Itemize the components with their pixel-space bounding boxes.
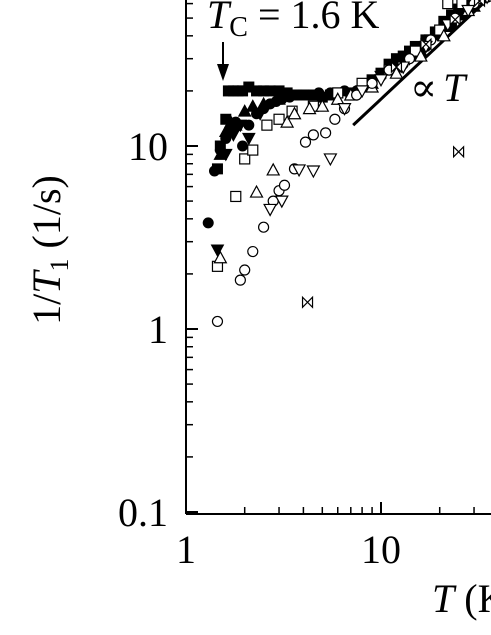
- data-point-open-circle: [320, 127, 332, 139]
- x-axis-label-var: T: [432, 576, 457, 621]
- data-point-open-circle: [366, 77, 378, 89]
- data-point-open-circle: [211, 315, 224, 328]
- data-point-open-square: [247, 144, 259, 156]
- x-tick-label: 1: [176, 527, 196, 572]
- data-point-open-triangle-up: [249, 184, 264, 198]
- data-point-open-triangle-down: [274, 195, 289, 209]
- y-tick-label: 0.1: [118, 490, 168, 535]
- y-axis-label-unit: (1/s): [24, 175, 69, 258]
- data-point-open-square: [261, 119, 273, 131]
- tc-annotation: TC = 1.6 K: [207, 0, 379, 43]
- data-point-open-square: [230, 190, 242, 203]
- data-point-open-triangle-up: [302, 101, 317, 115]
- y-axis-label-sub: 1: [45, 258, 74, 271]
- data-point-open-triangle-down: [373, 74, 389, 88]
- data-point-open-triangle-up: [213, 250, 228, 264]
- data-point-bowtie: [301, 295, 314, 309]
- data-points: [202, 0, 491, 328]
- data-point-open-triangle-down: [355, 85, 370, 99]
- data-point-open-triangle-up: [413, 48, 428, 62]
- data-point-bowtie: [452, 145, 465, 159]
- data-point-open-triangle-up: [330, 92, 345, 105]
- data-point-filled-triangle-up: [272, 92, 286, 105]
- data-point-bowtie: [420, 37, 432, 51]
- data-point-open-triangle-up: [436, 28, 451, 42]
- data-point-open-triangle-down: [323, 153, 338, 167]
- y-axis-label: 1/T1 (1/s): [24, 175, 74, 325]
- data-point-open-triangle-down: [461, 4, 476, 18]
- data-point-open-square: [434, 24, 446, 36]
- ticks: [185, 2, 475, 514]
- data-point-open-circle: [329, 113, 341, 125]
- y-tick-label: 10: [128, 124, 168, 169]
- data-point-filled-circle: [313, 87, 325, 99]
- data-point-filled-circle: [302, 89, 314, 101]
- tc-annotation-sub: C: [229, 12, 248, 43]
- data-point-filled-triangle-down: [226, 129, 241, 142]
- y-axis-label-var: T: [24, 269, 69, 294]
- x-axis-label-unit: (K: [454, 576, 491, 621]
- data-point-open-square: [273, 113, 285, 125]
- data-point-open-triangle-down: [263, 203, 278, 217]
- data-point-bowtie: [449, 13, 461, 27]
- data-point-open-circle: [239, 264, 251, 276]
- data-point-filled-circle: [202, 217, 214, 229]
- data-point-open-circle: [278, 179, 291, 191]
- data-point-open-circle: [307, 129, 319, 141]
- data-point-open-square: [442, 0, 454, 10]
- data-point-filled-circle: [208, 165, 220, 177]
- tc-annotation-rest: = 1.6 K: [248, 0, 380, 37]
- data-point-open-triangle-up: [280, 114, 295, 128]
- data-point-open-circle: [234, 274, 246, 286]
- data-point-filled-triangle-down: [218, 148, 233, 162]
- data-point-bowtie: [390, 60, 403, 74]
- tc-annotation-var: T: [207, 0, 232, 37]
- data-point-filled-triangle-down: [253, 108, 267, 121]
- data-point-open-circle: [257, 221, 270, 233]
- data-point-open-triangle-down: [484, 0, 490, 5]
- data-point-open-triangle-down: [337, 103, 352, 116]
- data-point-open-circle: [247, 245, 259, 258]
- data-point-open-circle: [403, 53, 416, 65]
- data-point-open-triangle-down: [292, 164, 307, 178]
- y-tick-label: 1: [148, 307, 168, 352]
- data-point-open-square: [239, 153, 251, 165]
- prop-symbol: ∝: [410, 65, 437, 110]
- x-tick-label: 10: [361, 527, 401, 572]
- data-point-filled-triangle-down: [241, 132, 256, 146]
- data-point-filled-circle: [291, 89, 303, 101]
- data-point-open-triangle-up: [315, 98, 330, 112]
- prop-var: T: [443, 65, 468, 110]
- y-axis-label-prefix: 1/: [24, 293, 69, 325]
- data-point-open-circle: [299, 136, 312, 148]
- data-point-bowtie: [473, 0, 486, 8]
- data-point-filled-triangle-down: [210, 244, 225, 258]
- data-point-open-square: [456, 0, 468, 10]
- data-point-open-triangle-down: [306, 165, 321, 179]
- data-point-filled-triangle-down: [233, 119, 248, 133]
- prop-annotation: ∝ T: [410, 65, 468, 110]
- x-axis-label: T (K: [432, 576, 491, 621]
- data-point-open-triangle-up: [287, 106, 302, 120]
- data-point-open-triangle-up: [266, 162, 281, 176]
- tc-arrow-head: [217, 64, 229, 81]
- tc-arrow: [217, 42, 229, 81]
- data-point-filled-circle: [237, 140, 249, 152]
